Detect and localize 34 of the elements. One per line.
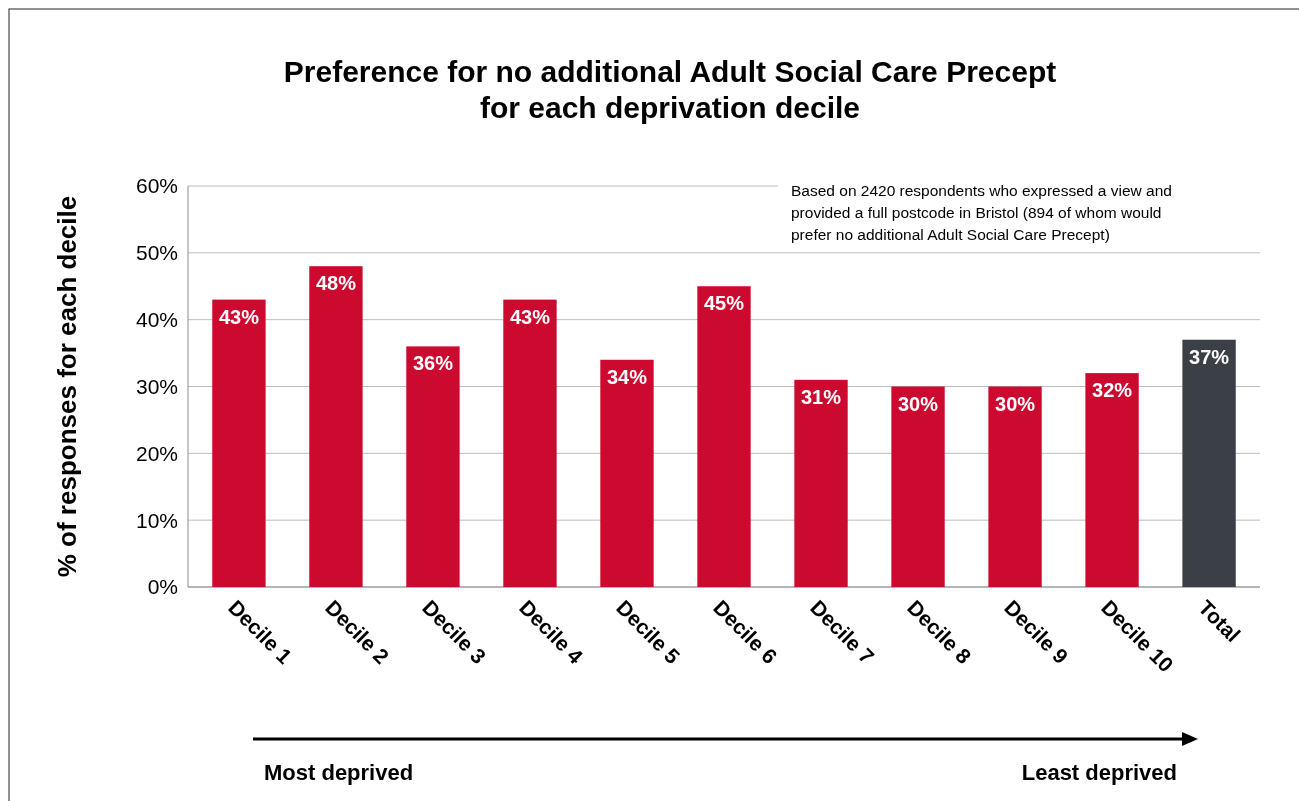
y-tick-label: 30% xyxy=(135,374,178,398)
data-label: 37% xyxy=(1189,345,1230,368)
data-label: 36% xyxy=(412,352,454,375)
data-label: 31% xyxy=(801,385,842,408)
bar xyxy=(794,379,848,587)
bar xyxy=(503,299,557,587)
data-label: 34% xyxy=(606,365,648,388)
y-tick-label: 40% xyxy=(135,308,178,332)
bar xyxy=(600,359,654,587)
data-label: 43% xyxy=(509,305,551,328)
bar xyxy=(988,386,1042,587)
y-tick-label: 20% xyxy=(135,441,178,465)
bar xyxy=(406,346,460,587)
y-tick-label: 0% xyxy=(147,575,178,599)
bar xyxy=(697,286,751,587)
data-label: 45% xyxy=(703,292,745,315)
bar xyxy=(1182,339,1236,587)
annotation: Based on 2420 respondents who expressed a view and provided a full postcode in Bristol (894 of whom would prefer no additional Adult Social Care Precept) xyxy=(791,182,1172,243)
bar xyxy=(212,299,266,587)
y-tick-label: 60% xyxy=(135,174,178,198)
bar xyxy=(309,266,363,587)
y-tick-label: 50% xyxy=(135,241,178,265)
text: Most deprived xyxy=(264,760,414,785)
data-label: 43% xyxy=(218,305,260,328)
data-label: 48% xyxy=(315,272,357,295)
data-label: 30% xyxy=(898,392,939,415)
y-axis-title: % of responses for each decile xyxy=(52,195,82,578)
bar xyxy=(891,386,945,587)
chart-title: Preference for no additional Adult Social Care Precept for each deprivation decile xyxy=(283,55,1057,124)
y-tick-label: 10% xyxy=(135,508,178,532)
data-label: 30% xyxy=(995,392,1036,415)
bar xyxy=(1085,373,1139,587)
data-label: 32% xyxy=(1092,379,1133,402)
text: Least deprived xyxy=(1021,760,1177,785)
